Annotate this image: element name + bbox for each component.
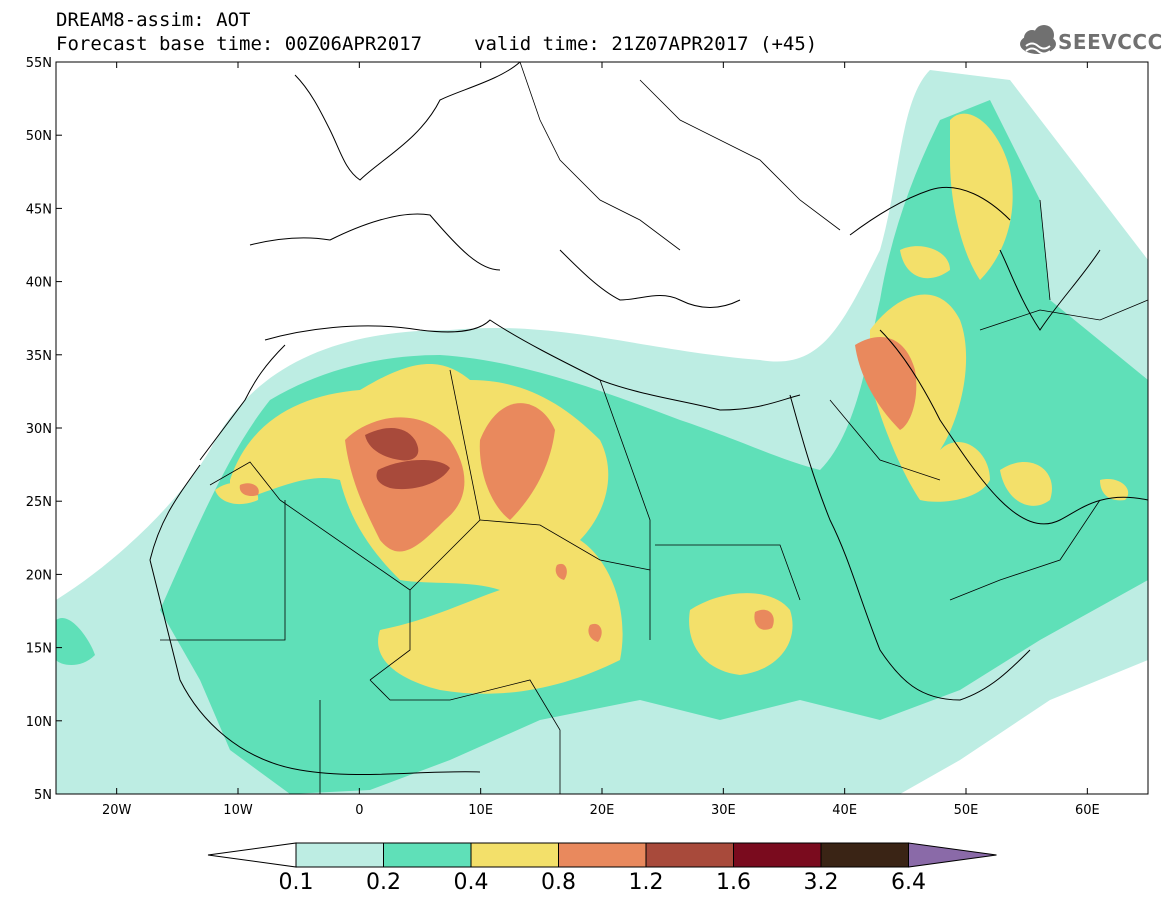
lon-label: 20W [102,803,132,818]
lat-label: 25N [26,495,52,510]
base-time: Forecast base time: 00Z06APR2017 [56,33,423,55]
lon-label: 0 [355,803,363,818]
colorbar-max-arrow [908,842,997,868]
cloud-logo-icon [1020,25,1056,55]
chart-title: DREAM8-assim: AOT [56,9,251,31]
colorbar-label: 1.2 [629,870,664,895]
colorbar-label: 0.1 [279,870,314,895]
latitude-axis: 55N 50N 45N 40N 35N 30N 25N 20N 15N 10N 5N [26,56,62,803]
time-info: Forecast base time: 00Z06APR2017 valid ti… [56,34,817,54]
colorbar-label: 6.4 [891,870,926,895]
lat-label: 20N [26,568,52,583]
lon-label: 40E [832,803,857,818]
colorbar-label: 0.4 [454,870,489,895]
colorbar-label: 1.6 [716,870,751,895]
lat-label: 50N [26,129,52,144]
valid-time: valid time: 21Z07APR2017 (+45) [474,33,818,55]
lon-label: 60E [1075,803,1100,818]
aot-field [56,62,1148,794]
logo-text: SEEVCCC [1058,30,1163,54]
lat-label: 55N [26,56,52,71]
longitude-axis: 20W 10W 0 10E 20E 30E 40E 50E 60E [102,62,1100,818]
colorbar-box [558,842,647,868]
coastlines [149,62,1148,776]
colorbar-box [295,842,384,868]
lat-label: 35N [26,349,52,364]
lat-label: 15N [26,642,52,657]
lat-label: 45N [26,202,52,217]
lat-label: 5N [34,788,52,803]
lon-label: 30E [711,803,736,818]
colorbar-label: 3.2 [804,870,839,895]
lon-label: 20E [590,803,615,818]
lon-label: 50E [954,803,979,818]
lon-label: 10W [223,803,253,818]
lat-label: 40N [26,276,52,291]
lon-label: 10E [468,803,493,818]
colorbar-min-arrow [207,842,297,868]
lat-label: 30N [26,422,52,437]
colorbar-box [470,842,559,868]
colorbar-label: 0.2 [366,870,401,895]
colorbar-label: 0.8 [541,870,576,895]
borders [160,62,1148,794]
lat-label: 10N [26,715,52,730]
colorbar-box [645,842,734,868]
colorbar-box [733,842,822,868]
colorbar-box [383,842,472,868]
colorbar: 0.1 0.2 0.4 0.8 1.2 1.6 3.2 6.4 [207,842,997,895]
aot-level-0.2 [56,100,1148,794]
aot-level-1.2 [365,428,450,490]
colorbar-box [820,842,909,868]
